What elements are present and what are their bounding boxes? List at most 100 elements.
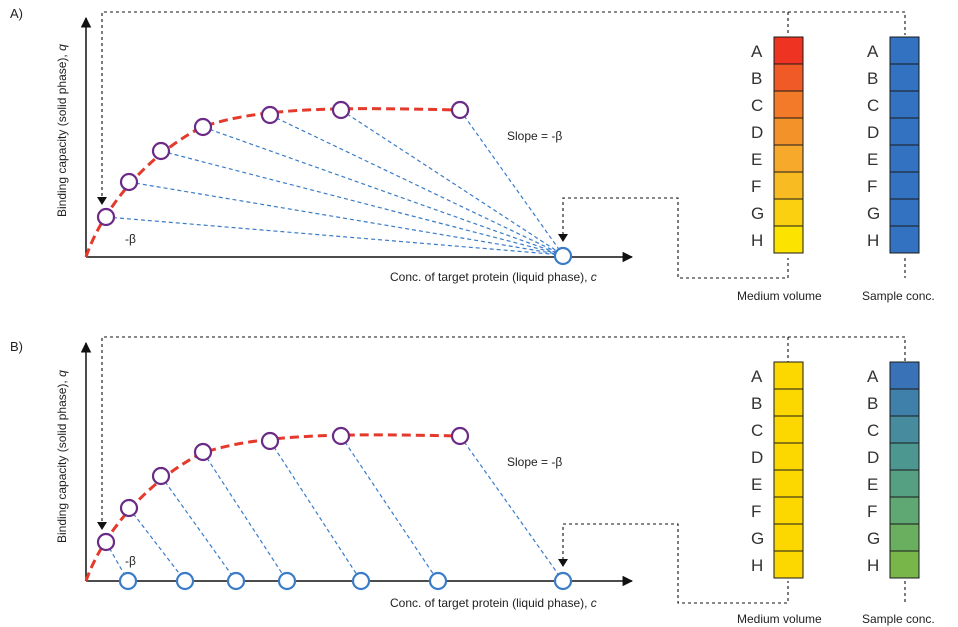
panel-b-connectors [101,336,906,604]
sample-conc-cell [889,117,920,146]
operating-line [160,150,564,256]
sample-conc-cell [889,90,920,119]
sample-row-letter: D [867,448,879,467]
liquid-point [428,571,448,591]
isotherm-point [260,105,280,125]
isotherm-point [151,141,171,161]
panel-b-isotherm [84,433,461,582]
isotherm-point [450,426,470,446]
liquid-point [118,571,138,591]
medium-row-letter: B [751,394,762,413]
panel-a-sample-label: Sample conc. [862,289,935,303]
panel-a-xlabel-main: Conc. of target protein (liquid phase), [390,270,591,284]
medium-volume-cell [773,415,804,444]
medium-row-letter: A [751,367,763,386]
panel-b-liquid-markers [118,571,573,591]
panel-b-xlabel: Conc. of target protein (liquid phase), … [390,596,597,610]
sample-row-letter: D [867,123,879,142]
liquid-point [226,571,246,591]
medium-volume-cell [773,198,804,227]
sample-conc-cell [889,388,920,417]
panel-a-slope-label: Slope = -β [507,129,562,143]
panel-a-operating-lines [105,109,564,256]
medium-row-letter: G [751,529,764,548]
panel-a: A) Binding capacity (solid phase), q Con… [10,6,935,303]
panel-a-arrow-down-right [558,234,568,242]
medium-volume-cell [773,90,804,119]
sample-conc-cell [889,63,920,92]
operating-line [269,440,362,582]
sample-row-letter: A [867,367,879,386]
liquid-point [277,571,297,591]
isotherm-point [119,498,139,518]
medium-volume-cell [773,63,804,92]
medium-row-letter: H [751,231,763,250]
operating-line [459,435,564,582]
medium-row-letter: B [751,69,762,88]
panel-b-sample-bar [889,361,920,579]
operating-line [128,181,564,256]
panel-b-label: B) [10,339,23,354]
sample-conc-cell [889,496,920,525]
sample-row-letter: E [867,150,878,169]
isotherm-point [193,117,213,137]
medium-volume-cell [773,361,804,390]
panel-b-beta-label: -β [125,554,136,568]
sample-conc-cell [889,198,920,227]
panel-b-medium-label: Medium volume [737,612,822,626]
sample-conc-cell [889,523,920,552]
panel-a-medium-label: Medium volume [737,289,822,303]
isotherm-point [260,431,280,451]
panel-b: B) Binding capacity (solid phase), q Con… [10,336,935,626]
operating-line [459,109,564,256]
medium-volume-cell [773,225,804,254]
medium-volume-cell [773,523,804,552]
medium-row-letter: E [751,150,762,169]
panel-b-isotherm-markers [96,426,470,552]
panel-a-liquid-point [553,246,573,266]
panel-b-ylabel-main: Binding capacity (solid phase), [55,377,69,543]
panel-a-xlabel-var: c [591,270,597,284]
sample-conc-cell [889,36,920,65]
isotherm-point [331,100,351,120]
panel-a-xlabel: Conc. of target protein (liquid phase), … [390,270,597,284]
sample-row-letter: B [867,69,878,88]
sample-row-letter: F [867,502,877,521]
sample-row-letter: G [867,204,880,223]
medium-row-letter: C [751,421,763,440]
panel-b-slope-label: Slope = -β [507,455,562,469]
operating-line [128,507,186,582]
panel-b-ylabel: Binding capacity (solid phase), q [55,370,69,543]
connector-top [101,11,906,202]
medium-volume-cell [773,496,804,525]
isotherm-point [450,100,470,120]
liquid-point [175,571,195,591]
panel-a-isotherm-markers [96,100,470,227]
medium-row-letter: A [751,42,763,61]
sample-conc-cell [889,144,920,173]
isotherm-point [193,442,213,462]
isotherm-point [96,532,116,552]
panel-b-sample-label: Sample conc. [862,612,935,626]
panel-a-label: A) [10,6,23,21]
liquid-point [351,571,371,591]
medium-row-letter: F [751,502,761,521]
operating-line [160,475,237,582]
panel-b-operating-lines [105,435,564,582]
sample-conc-cell [889,361,920,390]
sample-row-letter: C [867,96,879,115]
isotherm-point [119,172,139,192]
panel-b-arrow-down-right [558,559,568,567]
sample-row-letter: H [867,231,879,250]
isotherm-point [331,426,351,446]
sample-conc-cell [889,469,920,498]
panel-a-connectors [101,11,906,279]
panel-b-ylabel-var: q [55,370,69,377]
medium-row-letter: H [751,556,763,575]
medium-row-letter: E [751,475,762,494]
sample-row-letter: G [867,529,880,548]
